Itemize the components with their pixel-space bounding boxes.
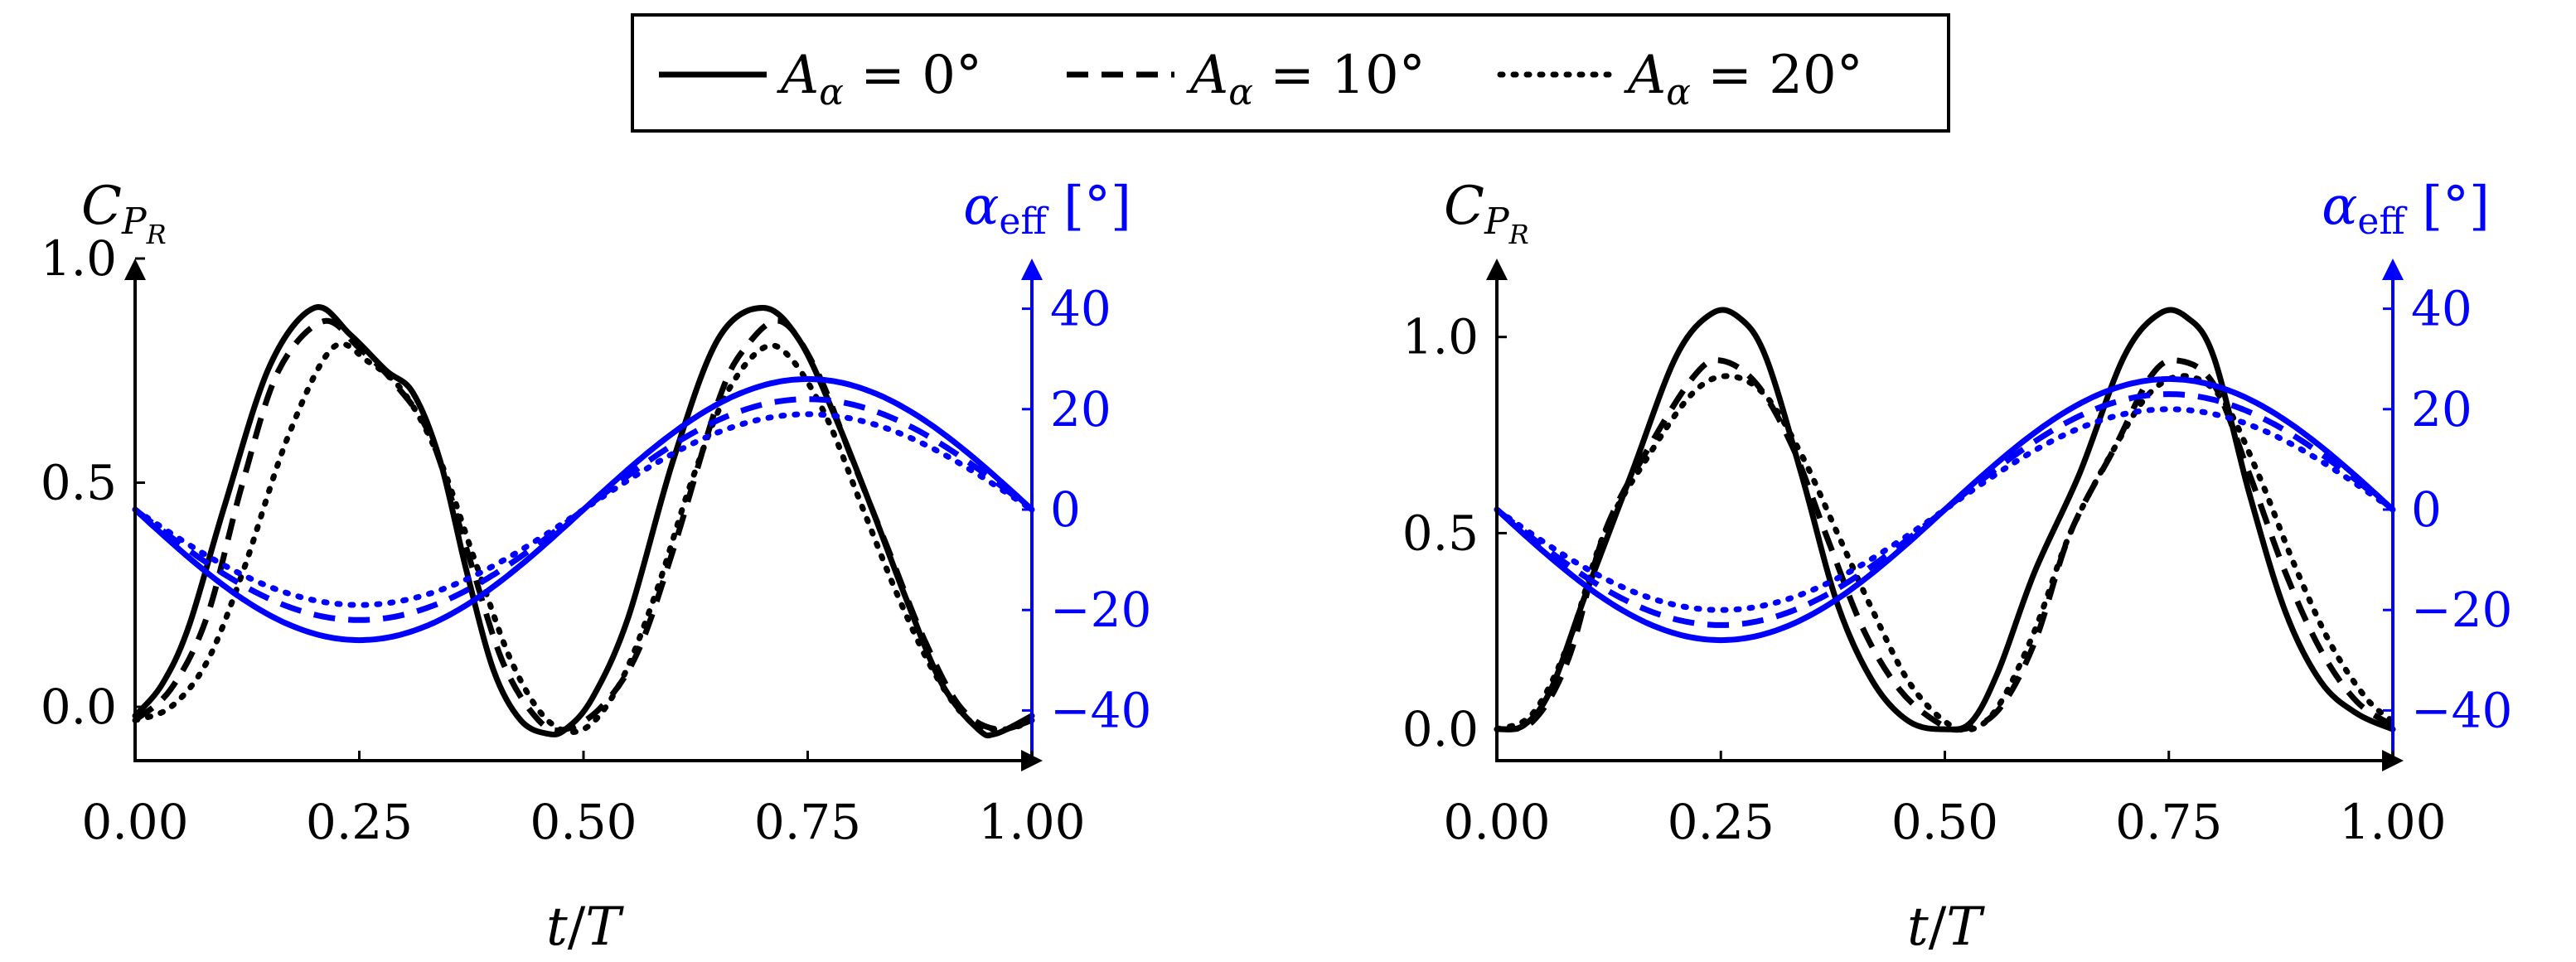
plot-area-right: [1494, 307, 2396, 733]
y2-tick-label: −40: [1050, 682, 1151, 738]
legend-entry-dashed: Aα = 10°: [1067, 45, 1426, 114]
series-line-alpha-dotted: [132, 411, 1035, 608]
y2-axis-arrow: [2382, 259, 2404, 280]
y2-axis-title: αeff [°]: [963, 176, 1131, 243]
series-line-cpr-dotted: [132, 341, 1035, 735]
series-line-alpha-dashed: [133, 396, 1034, 623]
y2-tick-label: −20: [2411, 582, 2512, 638]
y2-tick-label: 20: [2411, 381, 2472, 437]
y-axis-arrow: [1486, 259, 1508, 280]
chart-panel-left: CPR αeff [°] t/T 0.00 0.25 0.50 0.75 1.000.0…: [41, 176, 1152, 958]
y2-tick-label: 40: [2411, 281, 2472, 337]
x-axis-right-panel: t/T: [1497, 750, 2404, 958]
y-tick-label: 1.0: [41, 230, 117, 287]
series-line-alpha-dashed: [1494, 391, 2395, 628]
y-tick-label: 0.0: [1402, 701, 1479, 757]
legend-label-solid: Aα = 0°: [777, 45, 982, 114]
right-axis-right-panel: αeff [°]: [2322, 176, 2490, 762]
y2-axis-arrow: [1021, 259, 1043, 280]
legend-box: [631, 13, 1950, 133]
legend-label-dashed: Aα = 10°: [1186, 45, 1426, 114]
x-tick-label: 0.25: [306, 794, 413, 850]
y-tick-label: 1.0: [1402, 309, 1479, 365]
y-axis-title: CPR: [1444, 176, 1529, 250]
x-tick-label: 0.00: [1443, 794, 1550, 850]
legend-label-dotted: Aα = 20°: [1624, 45, 1863, 114]
y2-tick-label: −20: [1050, 582, 1151, 638]
y-tick-label: 0.0: [41, 679, 117, 735]
series-line-cpr-dashed: [133, 317, 1034, 733]
legend-entry-dotted: Aα = 20°: [1497, 45, 1863, 114]
y-axis-title: CPR: [81, 176, 167, 250]
x-axis-left-panel: t/T: [135, 750, 1043, 958]
y-tick-label: 0.5: [1402, 505, 1479, 561]
x-tick-label: 0.75: [2115, 794, 2222, 850]
chart-panel-right: CPR αeff [°] t/T 0.00 0.25 0.50 0.75 1.000.0…: [1402, 176, 2513, 958]
x-tick-label: 1.00: [2339, 794, 2446, 850]
y-axis-arrow: [124, 259, 146, 280]
left-axis-left-panel: CPR: [81, 176, 167, 762]
series-line-cpr-solid: [1494, 307, 2396, 732]
ticks-left-panel: 0.00 0.25 0.50 0.75 1.00 0.0 0.5 1.0 40 20 0 −20 −40: [41, 230, 1152, 850]
x-tick-label: 1.00: [978, 794, 1085, 850]
x-tick-label: 0.50: [1891, 794, 1998, 850]
x-tick-label: 0.25: [1668, 794, 1775, 850]
y2-tick-label: 0: [1050, 481, 1081, 538]
y2-tick-label: 20: [1050, 381, 1111, 437]
ticks-right-panel: 0.00 0.25 0.50 0.75 1.00 0.0 0.5 1.0 40 20 0 −20 −40: [1402, 281, 2513, 850]
y2-tick-label: −40: [2411, 682, 2512, 738]
plot-area-left: [132, 304, 1035, 739]
series-line-alpha-dotted: [1494, 406, 2396, 613]
x-tick-label: 0.75: [754, 794, 861, 850]
legend-entry-solid: Aα = 0°: [659, 45, 982, 114]
series-line-cpr-dashed: [1496, 357, 2394, 733]
x-tick-label: 0.50: [530, 794, 637, 850]
left-axis-right-panel: CPR: [1444, 176, 1529, 762]
x-tick-label: 0.00: [81, 794, 188, 850]
x-axis-title: t/T: [1907, 897, 1985, 958]
series-line-cpr-solid: [132, 304, 1035, 739]
legend: Aα = 0° Aα = 10° Aα = 20°: [631, 13, 1950, 133]
y2-tick-label: 0: [2411, 481, 2442, 538]
y2-axis-title: αeff [°]: [2322, 176, 2490, 243]
right-axis-left-panel: αeff [°]: [963, 176, 1131, 762]
y-tick-label: 0.5: [41, 455, 117, 511]
series-line-alpha-solid: [1494, 375, 2396, 644]
y2-tick-label: 40: [1050, 281, 1111, 337]
x-axis-title: t/T: [546, 897, 624, 958]
series-line-cpr-dotted: [1494, 373, 2396, 733]
